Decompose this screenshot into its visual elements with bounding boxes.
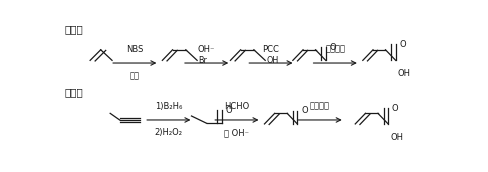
Text: 法二：: 法二：	[65, 87, 83, 97]
Text: 托伦试剂: 托伦试剂	[325, 45, 345, 54]
Text: HCHO: HCHO	[224, 102, 249, 111]
Text: O: O	[301, 106, 308, 115]
Text: Br: Br	[199, 56, 207, 65]
Text: OH: OH	[398, 69, 411, 78]
Text: 2)H₂O₂: 2)H₂O₂	[155, 128, 183, 137]
Text: OH: OH	[267, 56, 279, 65]
Text: OH⁻: OH⁻	[198, 45, 215, 54]
Text: OH: OH	[390, 133, 404, 142]
Text: O: O	[329, 43, 336, 52]
Text: 托伦试剂: 托伦试剂	[310, 102, 330, 111]
Text: PCC: PCC	[263, 45, 279, 54]
Text: O: O	[225, 106, 232, 115]
Text: O: O	[400, 40, 406, 49]
Text: 法一：: 法一：	[65, 25, 83, 35]
Text: 1)B₂H₆: 1)B₂H₆	[155, 102, 183, 111]
Text: O: O	[392, 104, 399, 112]
Text: 光照: 光照	[130, 71, 140, 80]
Text: 稀 OH⁻: 稀 OH⁻	[224, 128, 249, 137]
Text: NBS: NBS	[126, 45, 143, 54]
